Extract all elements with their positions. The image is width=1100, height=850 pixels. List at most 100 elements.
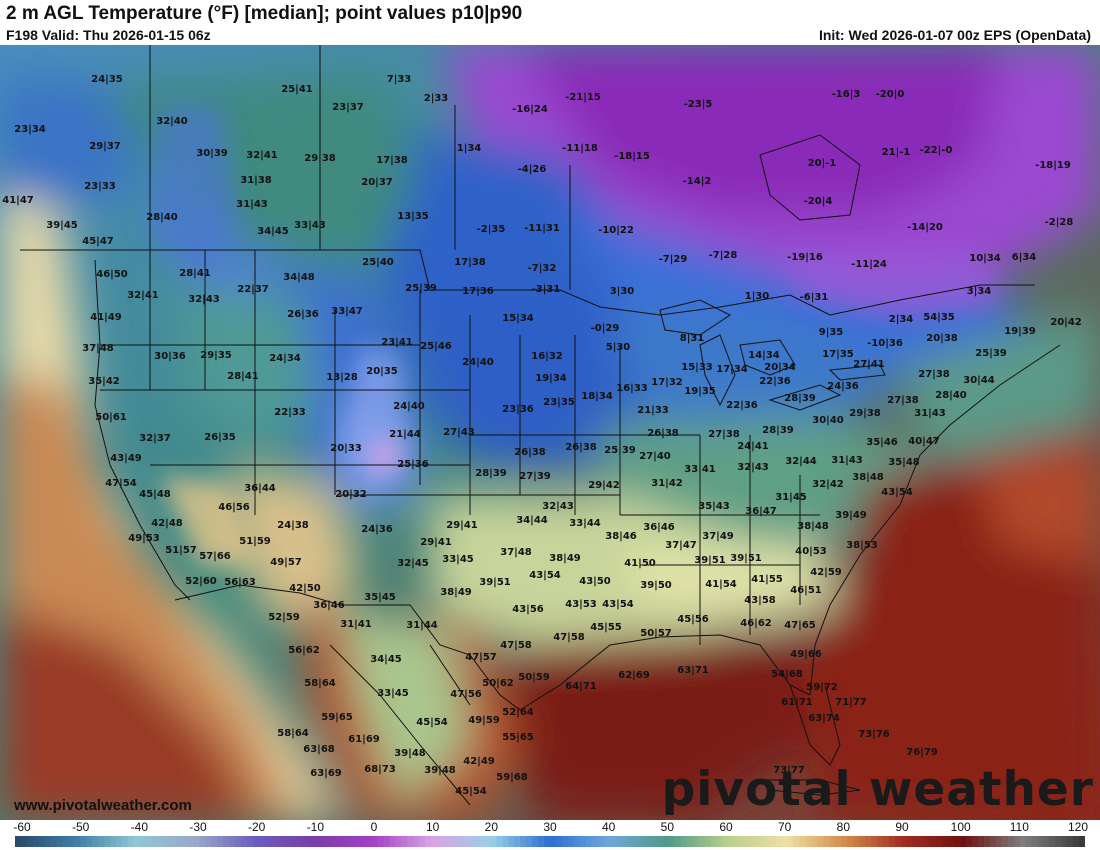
point-value: 40|53 [795, 546, 827, 557]
point-value: 41|47 [2, 195, 34, 206]
point-value: 45|47 [82, 236, 114, 247]
colorbar-segment [330, 836, 337, 847]
colorbar-segment [336, 836, 343, 847]
point-value: 45|54 [416, 717, 448, 728]
colorbar-segment [579, 836, 587, 847]
point-value: 3|34 [967, 286, 992, 297]
point-value: 47|54 [105, 478, 137, 489]
point-value: 21|-1 [882, 147, 911, 158]
point-value: 27|39 [519, 471, 551, 482]
point-value: 58|64 [277, 728, 309, 739]
point-value: -22|-0 [920, 145, 953, 156]
detail-shading [150, 105, 1000, 565]
colorbar-segment [823, 836, 830, 847]
map-canvas: 24|35 25|41 7|33 2|33 -21|15 -16|24 -23|5 -16|3… [0, 45, 1100, 820]
colorbar-segment [300, 836, 307, 847]
colorbar-segment [80, 836, 87, 847]
valid-time: F198 Valid: Thu 2026-01-15 06z [6, 27, 211, 43]
point-value: 55|65 [502, 732, 534, 743]
colorbar-segment [318, 836, 325, 847]
colorbar-segment [829, 836, 836, 847]
colorbar-label: -60 [13, 820, 31, 834]
point-value: 30|44 [963, 375, 995, 386]
colorbar-label: -20 [247, 820, 266, 834]
colorbar-segment [240, 836, 248, 847]
colorbar-segment [56, 836, 64, 847]
point-value: 76|79 [906, 747, 938, 758]
colorbar-segment [229, 836, 236, 847]
colorbar-segment [912, 836, 920, 847]
point-value: 21|33 [637, 405, 669, 416]
point-value: 36|46 [643, 522, 675, 533]
colorbar-segment [871, 836, 878, 847]
colorbar-segment [1055, 836, 1062, 847]
colorbar-segment [888, 836, 896, 847]
colorbar-segment [44, 836, 52, 847]
point-value: 25|36 [397, 459, 429, 470]
point-value: 29|38 [849, 408, 881, 419]
point-value: 27|38 [887, 395, 919, 406]
colorbar-label: 100 [950, 820, 971, 834]
colorbar-segment [716, 836, 723, 847]
point-value: 10|34 [969, 253, 1001, 264]
point-value: 28|39 [475, 468, 507, 479]
point-value: 30|39 [196, 148, 228, 159]
colorbar-segment [419, 836, 426, 847]
point-value: 29|42 [588, 480, 620, 491]
point-value: 31|43 [914, 408, 946, 419]
colorbar-segment [674, 836, 682, 847]
point-value: 27|38 [708, 429, 740, 440]
point-value: -21|15 [565, 92, 601, 103]
colorbar-segment [633, 836, 640, 847]
colorbar-label: -10 [306, 820, 324, 834]
point-value: -19|16 [787, 252, 823, 263]
point-value: 29|38 [304, 153, 336, 164]
colorbar-strip [15, 836, 1085, 847]
colorbar-segment [258, 836, 266, 847]
map-title: 2 m AGL Temperature (°F) [median]; point… [6, 3, 523, 24]
point-value: 39|51 [694, 555, 726, 566]
colorbar-segment [116, 836, 123, 847]
colorbar-segment [252, 836, 260, 847]
colorbar-segment [555, 836, 563, 847]
colorbar-segment [769, 836, 777, 847]
colorbar-segment [466, 836, 474, 847]
point-value: 68|73 [364, 764, 396, 775]
point-value: 24|41 [737, 441, 769, 452]
point-value: 22|37 [237, 284, 269, 295]
point-value: 45|48 [139, 489, 171, 500]
point-value: 34|45 [257, 226, 289, 237]
colorbar-segment [900, 836, 908, 847]
point-value: 25|46 [420, 341, 452, 352]
point-value: 35|42 [88, 376, 120, 387]
point-value: 22|36 [726, 400, 758, 411]
point-value: 57|66 [199, 551, 231, 562]
point-value: 23|33 [84, 181, 116, 192]
point-value: 39|51 [730, 553, 762, 564]
colorbar-segment [936, 836, 943, 847]
point-value: 20|37 [361, 177, 393, 188]
point-value: 59|68 [496, 772, 528, 783]
point-value: 31|43 [236, 199, 268, 210]
point-value: -23|5 [684, 99, 713, 110]
colorbar-segment [639, 836, 646, 847]
point-value: 19|35 [684, 386, 716, 397]
colorbar-segment [1067, 836, 1074, 847]
point-value: 37|48 [82, 343, 114, 354]
colorbar-segment [591, 836, 599, 847]
colorbar-label: 30 [543, 820, 557, 834]
colorbar-segment [787, 836, 795, 847]
temperature-map[interactable]: 24|35 25|41 7|33 2|33 -21|15 -16|24 -23|5 -16|3… [0, 45, 1100, 820]
point-value: 38|48 [852, 472, 884, 483]
colorbar-segment [728, 836, 735, 847]
point-value: 20|32 [335, 489, 367, 500]
point-value: 9|35 [819, 327, 844, 338]
point-value: 13|28 [326, 372, 358, 383]
colorbar-segment [371, 836, 379, 847]
colorbar-segment [425, 836, 432, 847]
point-value: 17|35 [822, 349, 854, 360]
colorbar-segment [276, 836, 284, 847]
colorbar-segment [145, 836, 153, 847]
colorbar-segment [341, 836, 349, 847]
point-value: 3|30 [610, 286, 635, 297]
